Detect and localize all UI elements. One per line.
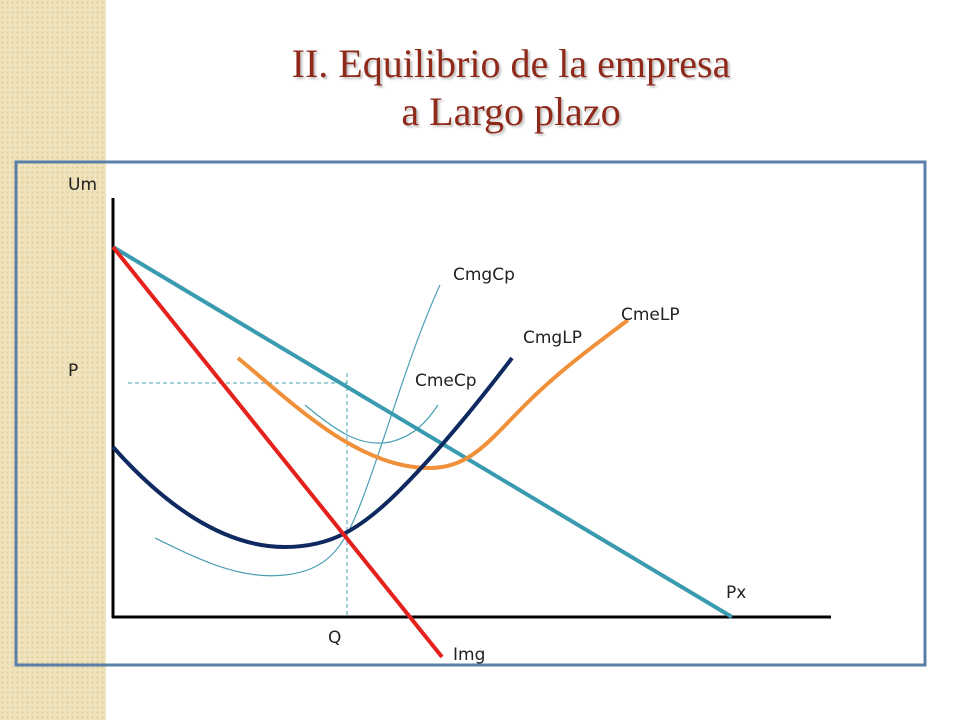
- curve-label: Img: [453, 645, 485, 665]
- axis-label: Q: [328, 628, 341, 648]
- cmgcp-curve: [154, 284, 441, 577]
- decorative-strip: [0, 0, 106, 720]
- curve-label: CmgCp: [453, 265, 515, 285]
- curve-label: Px: [726, 583, 746, 603]
- cmglp-curve: [111, 356, 514, 550]
- diagram-frame: [14, 160, 927, 667]
- axis-label: Um: [68, 175, 97, 195]
- curve-label: CmeCp: [415, 371, 477, 391]
- demand-curve: [111, 245, 734, 619]
- title-line: a Largo plazo: [401, 89, 621, 134]
- axis-label: P: [68, 361, 78, 381]
- cmecp-curve: [304, 404, 439, 444]
- slide-title: II. Equilibrio de la empresa a Largo pla…: [106, 40, 916, 136]
- curve-label: CmgLP: [523, 328, 582, 348]
- curve-label: CmeLP: [621, 305, 680, 325]
- title-line: II. Equilibrio de la empresa: [291, 41, 731, 86]
- img-curve: [111, 245, 444, 659]
- cmelp-curve: [236, 318, 630, 471]
